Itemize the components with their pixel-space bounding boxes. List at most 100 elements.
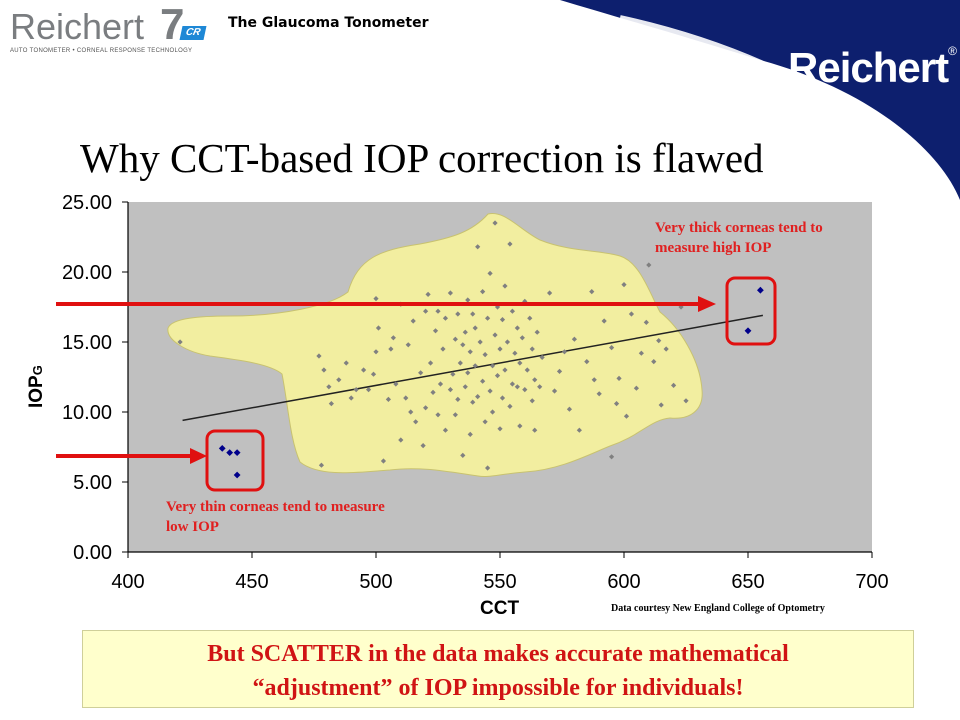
data-point [532, 377, 538, 383]
data-point [410, 318, 416, 324]
conclusion-line-2: “adjustment” of IOP impossible for indiv… [252, 675, 744, 701]
data-point [656, 338, 662, 344]
data-point [328, 401, 334, 407]
data-point [413, 419, 419, 425]
data-point [522, 298, 528, 304]
data-point [589, 289, 595, 295]
x-tick-label: 650 [731, 571, 764, 593]
y-tick-label: 20.00 [62, 262, 112, 284]
data-point [336, 377, 342, 383]
product-tagline: The Glaucoma Tonometer [228, 15, 429, 31]
data-point [482, 419, 488, 425]
data-point [623, 413, 630, 419]
data-point [534, 329, 540, 335]
data-point [442, 427, 449, 433]
data-point [502, 367, 508, 373]
data-point [497, 426, 503, 432]
data-point [403, 395, 409, 401]
data-point [547, 290, 553, 296]
highlight-point [218, 445, 226, 452]
x-tick-label: 400 [111, 571, 144, 593]
data-point [405, 342, 411, 348]
highlight-box-low [205, 429, 265, 492]
data-point [452, 336, 458, 342]
data-point [343, 360, 349, 366]
data-point [646, 262, 652, 268]
data-point [457, 360, 463, 366]
data-point [398, 437, 404, 443]
highlight-point [744, 327, 752, 335]
data-point [512, 350, 518, 356]
data-point [365, 387, 372, 393]
data-point [522, 387, 528, 393]
y-tick-label: 5.00 [73, 472, 112, 494]
data-point [385, 396, 391, 402]
data-point [596, 391, 602, 397]
data-point [388, 346, 394, 352]
highlight-point [757, 286, 764, 294]
data-point [485, 465, 491, 471]
data-point [435, 308, 441, 314]
data-point [447, 387, 453, 393]
data-point [452, 412, 458, 418]
y-axis-title-main: IOP [26, 375, 47, 408]
data-point [472, 363, 478, 369]
data-point [418, 370, 424, 376]
data-point [517, 423, 523, 429]
data-point [390, 335, 396, 341]
data-point [462, 384, 468, 390]
data-point [539, 354, 545, 360]
data-point [584, 359, 590, 365]
data-point [502, 283, 508, 289]
x-tick-label: 600 [607, 571, 640, 593]
data-point [353, 387, 359, 393]
data-point [628, 311, 635, 317]
data-point [326, 384, 332, 390]
x-tick-label: 450 [235, 571, 268, 593]
data-point [509, 308, 515, 314]
data-point [380, 458, 387, 464]
corner-logo-text: Reichert [788, 44, 949, 91]
data-point [177, 339, 183, 345]
highlight-point [233, 449, 241, 456]
data-point [316, 353, 322, 359]
data-point [621, 282, 627, 288]
data-point [514, 325, 520, 331]
data-point [480, 289, 486, 295]
data-point [373, 296, 379, 302]
conclusion-box: But SCATTER in the data makes accurate m… [82, 630, 914, 708]
data-point [430, 389, 436, 395]
data-point [427, 360, 434, 366]
data-point [472, 325, 478, 331]
data-point [423, 405, 429, 411]
y-tick-label: 10.00 [62, 402, 112, 424]
brand-tagline: AUTO TONOMETER • CORNEAL RESPONSE TECHNO… [10, 48, 193, 54]
data-point [601, 318, 607, 324]
data-point [487, 388, 493, 394]
data-point [465, 297, 471, 303]
data-point [489, 409, 496, 415]
data-point [423, 308, 429, 314]
data-point [432, 328, 439, 334]
data-point [467, 431, 473, 437]
y-axis-title: IOPG [26, 365, 48, 408]
data-point [633, 385, 639, 391]
data-point [373, 349, 379, 355]
data-point [683, 398, 689, 404]
reichert-corner-logo: Reichert® [788, 44, 957, 92]
data-point [447, 290, 453, 296]
data-point [485, 315, 491, 321]
data-point [658, 402, 664, 408]
data-point [370, 371, 377, 377]
data-point [529, 398, 535, 404]
data-point [408, 409, 414, 415]
data-point [482, 352, 488, 358]
data-point [442, 315, 449, 321]
data-point [425, 291, 431, 297]
data-point [475, 244, 481, 250]
data-point [517, 360, 523, 366]
data-point [514, 384, 520, 390]
data-point [492, 332, 498, 338]
x-tick-label: 700 [855, 571, 888, 593]
